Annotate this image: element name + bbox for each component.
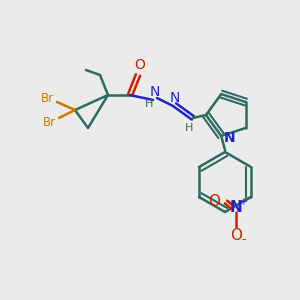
Text: O: O: [135, 58, 146, 72]
Text: Br: Br: [40, 92, 54, 104]
Text: N: N: [150, 85, 160, 99]
Text: O: O: [208, 194, 220, 209]
Text: N: N: [230, 200, 242, 214]
Text: -: -: [242, 233, 246, 247]
Text: Br: Br: [42, 116, 56, 128]
Text: N: N: [170, 91, 180, 105]
Text: O: O: [230, 229, 242, 244]
Text: H: H: [145, 99, 153, 109]
Text: H: H: [185, 123, 193, 133]
Text: N: N: [224, 131, 235, 145]
Text: +: +: [239, 197, 247, 207]
